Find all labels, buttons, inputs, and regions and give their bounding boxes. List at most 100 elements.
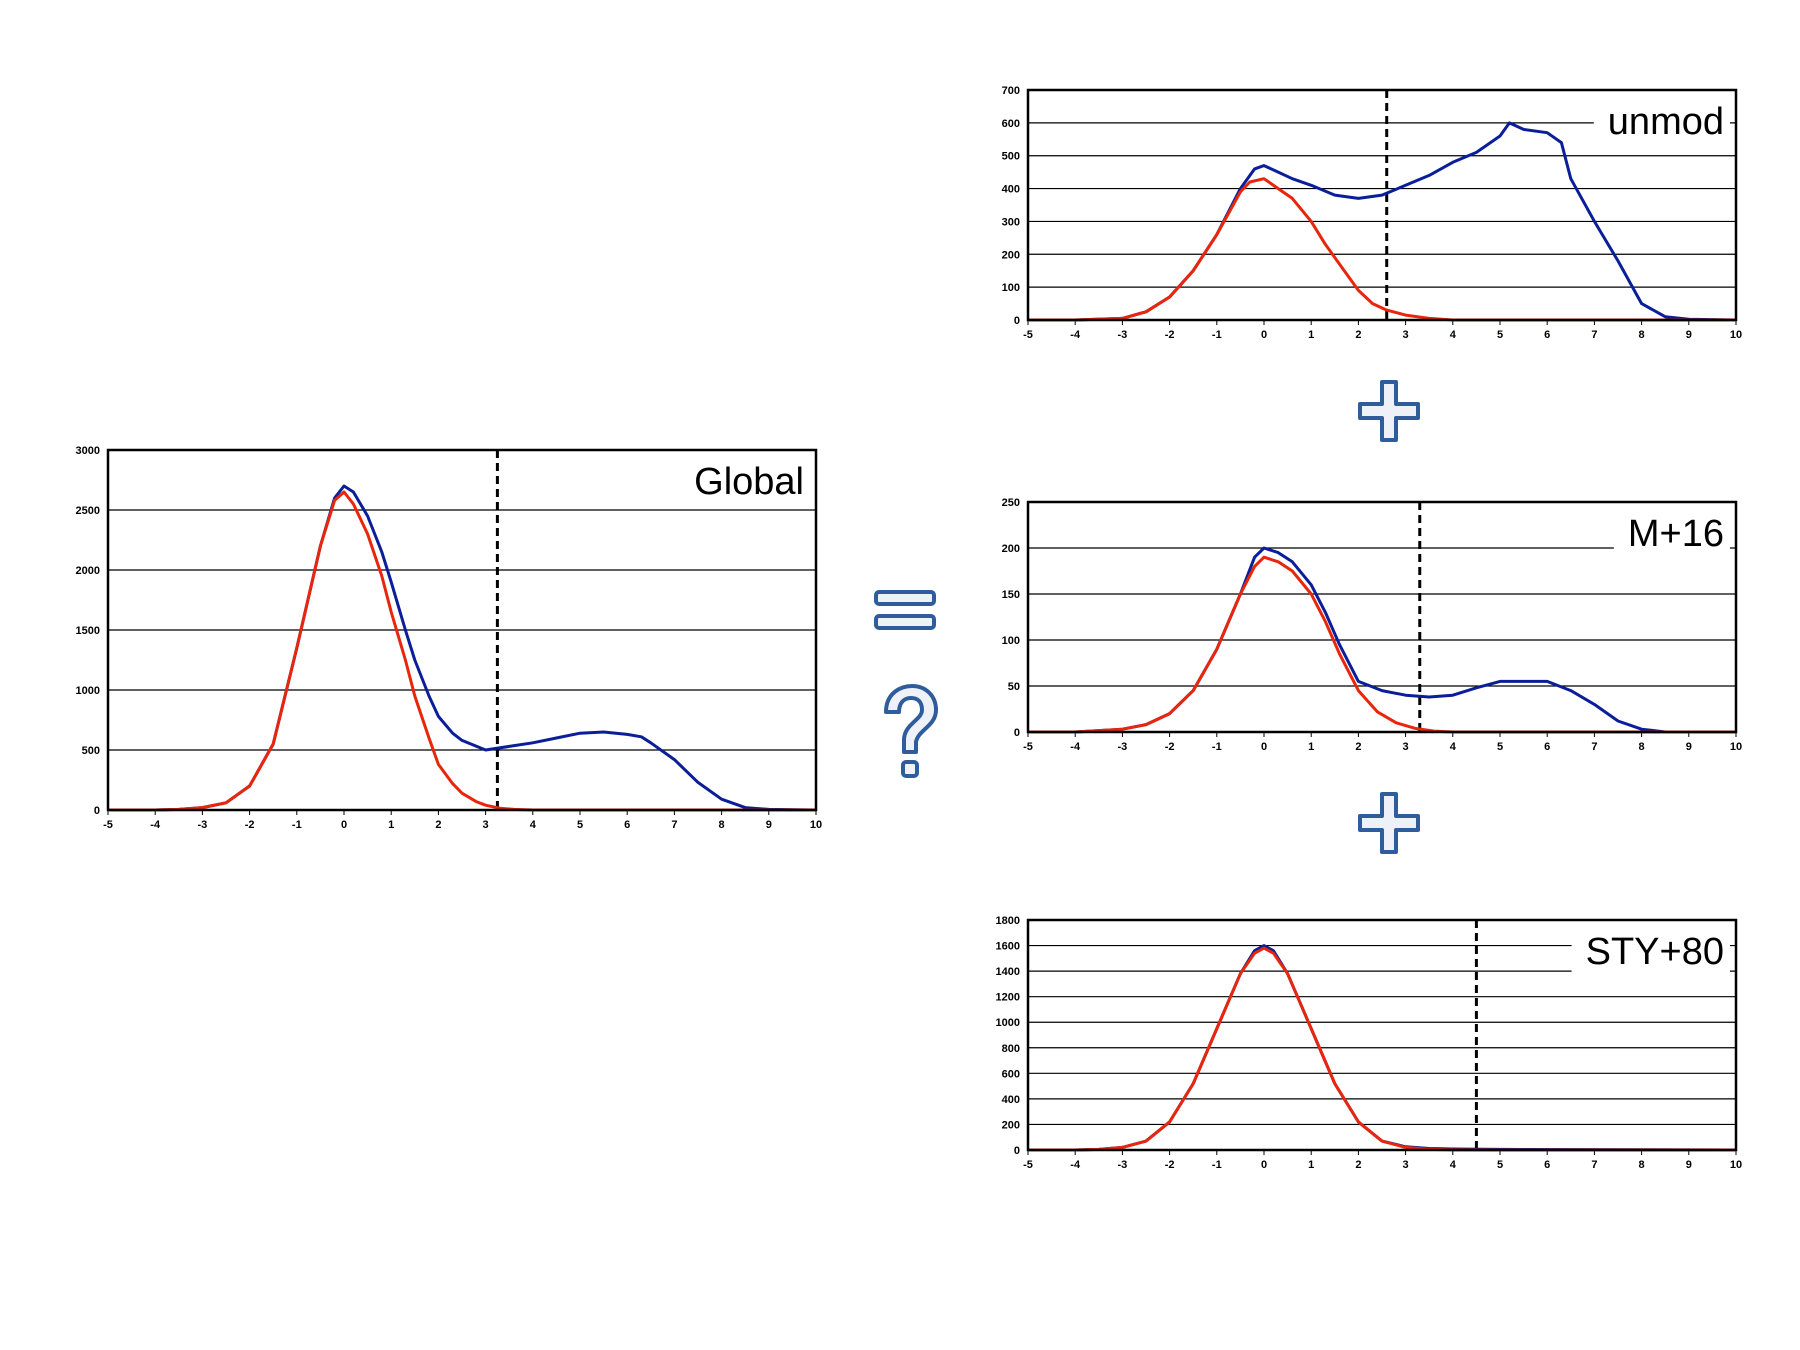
y-tick-label: 1500 (76, 625, 100, 637)
y-tick-label: 1000 (76, 685, 100, 697)
chart-title-background (1571, 927, 1730, 977)
chart-title-background (1593, 97, 1730, 147)
x-tick-label: 8 (1639, 329, 1645, 341)
y-tick-label: 1200 (996, 992, 1020, 1004)
x-tick-label: 1 (1308, 741, 1314, 753)
x-tick-label: -2 (1165, 1159, 1175, 1171)
y-tick-label: 0 (1014, 315, 1020, 327)
y-tick-label: 100 (1002, 635, 1020, 647)
x-tick-label: -4 (1070, 1159, 1081, 1171)
plot-frame (106, 448, 818, 812)
y-tick-label: 2500 (76, 505, 100, 517)
y-tick-label: 600 (1002, 118, 1020, 130)
x-tick-label: -1 (292, 819, 302, 831)
red-series-line (108, 490, 816, 812)
x-tick-label: 5 (1497, 329, 1503, 341)
x-tick-label: 9 (1686, 329, 1692, 341)
x-tick-label: 6 (624, 819, 630, 831)
m16-chart: 0 50 100 150 200 250 -5 -4 -3 -2 -1 0 1 2 3 4 5 6 7 8 9 10 M+1… (960, 492, 1760, 762)
y-tick-label: 500 (82, 745, 100, 757)
y-tick-label: 500 (1002, 151, 1020, 163)
x-tick-label: 1 (1308, 329, 1314, 341)
y-tick-label: 700 (1002, 85, 1020, 97)
x-tick-label: 3 (1403, 1159, 1409, 1171)
sty80-chart: 0 200 400 600 800 1000 1200 1400 1600 1800 -5 -4 -3 -… (960, 910, 1760, 1180)
y-tick-label: 50 (1008, 681, 1020, 693)
x-tick-label: 3 (1403, 329, 1409, 341)
unmod-chart: 0 100 200 300 400 500 600 700 -5 -4 -3 -2 -1 0 1 2 3 4 5 6 7… (960, 80, 1760, 350)
plus-sign-icon (1358, 792, 1420, 854)
x-tick-label: 5 (577, 819, 583, 831)
x-tick-label: -1 (1212, 329, 1222, 341)
y-tick-label: 0 (94, 805, 100, 817)
x-tick-label: -1 (1212, 1159, 1222, 1171)
plot-frame (1026, 918, 1738, 1152)
x-tick-label: 0 (341, 819, 347, 831)
y-tick-label: 1400 (996, 966, 1020, 978)
y-tick-label: 1800 (996, 915, 1020, 927)
y-tick-label: 200 (1002, 249, 1020, 261)
x-tick-label: 7 (671, 819, 677, 831)
y-tick-label: 600 (1002, 1068, 1020, 1080)
x-tick-label: 4 (1450, 329, 1457, 341)
x-tick-label: 8 (1639, 1159, 1645, 1171)
x-tick-label: 8 (1639, 741, 1645, 753)
y-tick-label: 250 (1002, 497, 1020, 509)
x-tick-label: 3 (483, 819, 489, 831)
x-tick-label: -4 (1070, 741, 1081, 753)
x-tick-label: 8 (719, 819, 725, 831)
x-tick-label: 1 (1308, 1159, 1314, 1171)
red-series-line (1028, 555, 1736, 734)
x-tick-label: 2 (1355, 329, 1361, 341)
y-tick-label: 3000 (76, 445, 100, 457)
x-tick-label: -4 (1070, 329, 1081, 341)
x-tick-label: -5 (103, 819, 113, 831)
y-tick-label: 400 (1002, 1094, 1020, 1106)
x-tick-label: 2 (435, 819, 441, 831)
x-tick-label: -3 (1118, 329, 1128, 341)
chart-title-background (680, 457, 810, 507)
x-tick-label: 9 (1686, 741, 1692, 753)
x-tick-label: 4 (1450, 1159, 1457, 1171)
unmod-chart-svg: 0 100 200 300 400 500 600 700 -5 -4 -3 -2 -1 0 1 2 3 4 5 6 7… (1002, 85, 1742, 341)
y-tick-label: 2000 (76, 565, 100, 577)
question-mark-icon (884, 684, 938, 778)
x-tick-label: 2 (1355, 1159, 1361, 1171)
x-tick-label: -3 (198, 819, 208, 831)
y-tick-label: 1600 (996, 941, 1020, 953)
equals-sign-icon (874, 590, 936, 630)
global-chart-svg: 0 500 1000 1500 2000 2500 3000 -5 -4 -3 -2 -1 0 1 2 3 4 5… (76, 445, 823, 831)
x-tick-label: 10 (1730, 1159, 1742, 1171)
chart-title: Global (694, 461, 804, 503)
x-tick-label: -5 (1023, 741, 1033, 753)
x-tick-label: 10 (1730, 329, 1742, 341)
m16-chart-svg: 0 50 100 150 200 250 -5 -4 -3 -2 -1 0 1 2 3 4 5 6 7 8 9 10 M+1… (1002, 497, 1742, 753)
chart-title: M+16 (1628, 513, 1724, 555)
x-tick-label: -2 (1165, 741, 1175, 753)
y-tick-label: 1000 (996, 1017, 1020, 1029)
plot-frame (1026, 500, 1738, 734)
x-tick-label: 0 (1261, 741, 1267, 753)
y-tick-label: 400 (1002, 184, 1020, 196)
y-tick-label: 100 (1002, 282, 1020, 294)
chart-title: unmod (1608, 101, 1724, 143)
chart-title-background (1613, 509, 1730, 559)
x-tick-label: 4 (1450, 741, 1457, 753)
plus-sign-icon (1358, 380, 1420, 442)
x-tick-label: 9 (766, 819, 772, 831)
y-tick-label: 200 (1002, 543, 1020, 555)
y-tick-label: 0 (1014, 727, 1020, 739)
x-tick-label: 1 (388, 819, 394, 831)
y-tick-label: 150 (1002, 589, 1020, 601)
red-series-line (1028, 946, 1736, 1152)
x-tick-label: 6 (1544, 741, 1550, 753)
plot-frame (1026, 88, 1738, 322)
x-tick-label: -3 (1118, 1159, 1128, 1171)
x-tick-label: 7 (1591, 329, 1597, 341)
y-tick-label: 300 (1002, 216, 1020, 228)
x-tick-label: 6 (1544, 1159, 1550, 1171)
y-tick-label: 0 (1014, 1145, 1020, 1157)
x-tick-label: -2 (245, 819, 255, 831)
global-chart: 0 500 1000 1500 2000 2500 3000 -5 -4 -3 -2 -1 0 1 2 3 4 5… (40, 440, 840, 840)
x-tick-label: -5 (1023, 1159, 1033, 1171)
